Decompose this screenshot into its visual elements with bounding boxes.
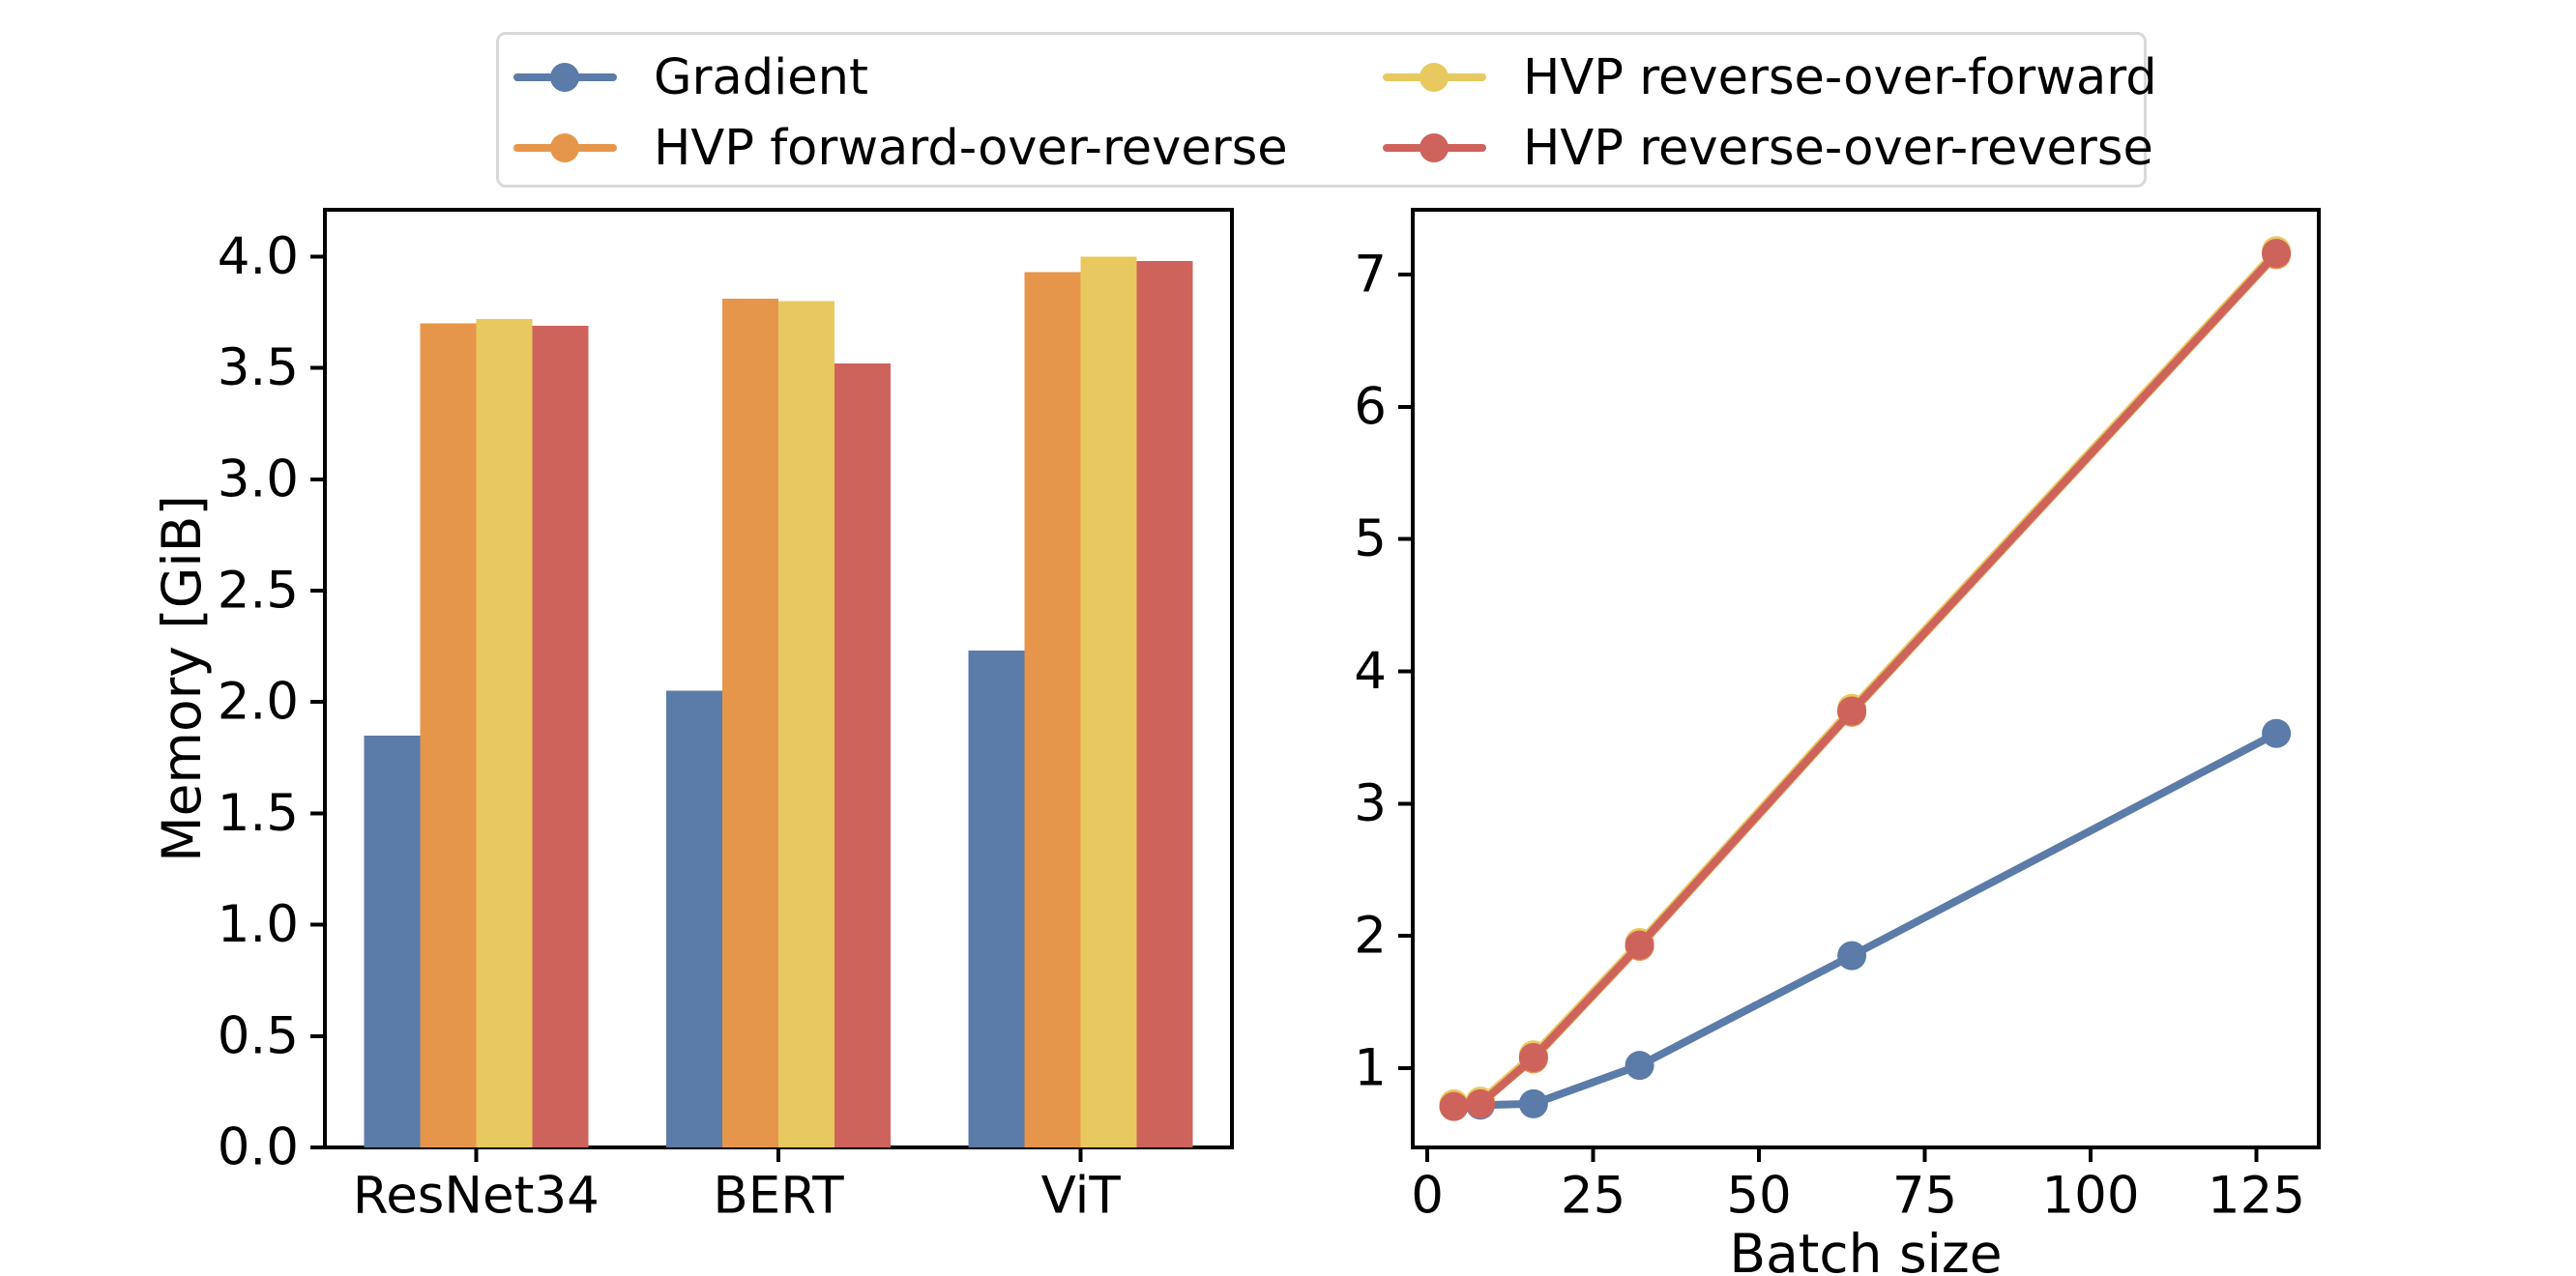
y-tick-label: 7 [1354, 246, 1387, 304]
batch-size-line-chart: 1 2 3 4 5 6 7 0 25 50 75 100 125 Batch size [1354, 208, 2321, 1276]
bar [1024, 272, 1081, 1147]
data-line [1449, 246, 2281, 1108]
x-tick-label: 50 [1726, 1166, 1791, 1225]
y-tick-label: 4.0 [218, 227, 299, 286]
legend-item-gradient: Gradient [513, 48, 868, 106]
data-point [1518, 1088, 1548, 1118]
data-point [1837, 696, 1867, 726]
bar [420, 323, 477, 1147]
y-tick-label: 1 [1354, 1038, 1387, 1097]
bar [1136, 260, 1193, 1147]
data-point [1625, 1051, 1654, 1081]
data-point [1837, 941, 1867, 971]
data-line [1449, 249, 2281, 1111]
axes-frame [1411, 208, 2321, 1149]
data-point [1439, 1091, 1469, 1121]
y-axis-label: Memory [GiB] [151, 495, 213, 862]
line-marker-swatch-icon [1383, 132, 1486, 163]
data-point [1465, 1088, 1495, 1118]
legend-label: HVP forward-over-reverse [654, 119, 1288, 177]
y-tick-label: 3.5 [218, 338, 299, 397]
x-tick-label: ResNet34 [353, 1166, 600, 1225]
legend-label: HVP reverse-over-forward [1523, 48, 2157, 106]
y-tick-label: 2 [1354, 907, 1387, 966]
x-tick-label: 125 [2208, 1166, 2305, 1225]
data-point [1625, 930, 1654, 960]
line-marker-swatch-icon [1383, 62, 1486, 93]
bar [364, 735, 421, 1147]
legend-item-hvp-forward-over-reverse: HVP forward-over-reverse [513, 119, 1288, 177]
bar [722, 299, 778, 1148]
x-tick-label: 0 [1411, 1166, 1444, 1225]
bar [778, 301, 834, 1147]
legend-label: HVP reverse-over-reverse [1523, 119, 2153, 177]
memory-bar-chart: 0.0 0.5 1.0 1.5 2.0 2.5 3.0 3.5 4.0 ResNet34 BERT V… [151, 208, 1234, 1225]
x-tick-label: 100 [2041, 1166, 2139, 1225]
data-point [2262, 239, 2292, 269]
y-tick-label: 4 [1354, 642, 1387, 701]
y-tick-label: 3 [1354, 774, 1387, 833]
data-point [2262, 718, 2292, 748]
bar [476, 318, 533, 1148]
line-marker-swatch-icon [513, 62, 617, 93]
bar [1080, 256, 1137, 1148]
y-tick-label: 3.0 [218, 450, 299, 508]
data-line [1449, 729, 2281, 1110]
bar [834, 362, 891, 1147]
x-tick-label: BERT [713, 1166, 844, 1225]
data-point [1518, 1042, 1548, 1072]
y-tick-label: 1.0 [218, 895, 299, 954]
y-tick-label: 2.0 [218, 673, 299, 732]
y-tick-label: 0.5 [218, 1006, 299, 1065]
bar [968, 651, 1025, 1147]
y-tick-label: 0.0 [218, 1118, 299, 1177]
line-marker-swatch-icon [513, 132, 617, 163]
legend-label: Gradient [654, 48, 868, 106]
y-tick-label: 1.5 [218, 784, 299, 843]
x-tick-label: 25 [1561, 1166, 1625, 1225]
y-tick-label: 6 [1354, 377, 1387, 436]
legend-item-hvp-reverse-over-reverse: HVP reverse-over-reverse [1383, 119, 2153, 177]
x-tick-label: ViT [1041, 1166, 1122, 1225]
bar [532, 325, 589, 1148]
bar [666, 690, 722, 1147]
legend-item-hvp-reverse-over-forward: HVP reverse-over-forward [1383, 48, 2157, 106]
y-tick-label: 2.5 [218, 561, 299, 620]
y-tick-label: 5 [1354, 509, 1387, 568]
x-tick-label: 75 [1892, 1166, 1957, 1225]
legend: Gradient HVP forward-over-reverse HVP re… [496, 32, 2157, 188]
x-axis-label: Batch size [1729, 1223, 2002, 1276]
